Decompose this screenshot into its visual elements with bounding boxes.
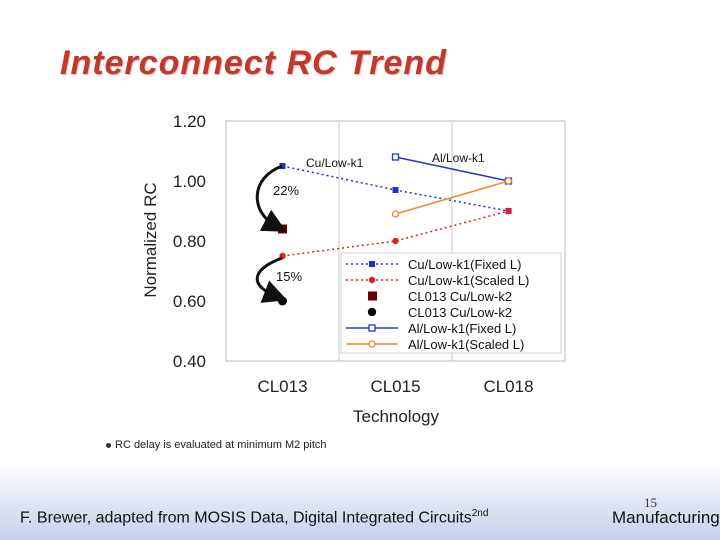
legend-swatch-marker (368, 276, 376, 284)
y-tick-label: 1.00 (173, 172, 206, 191)
legend-label: Al/Low-k1(Scaled L) (408, 337, 524, 352)
series-line (395, 180, 509, 215)
data-point (505, 207, 512, 215)
x-tick-label: CL015 (370, 377, 420, 396)
x-tick-label: CL018 (483, 377, 533, 396)
footer-band (0, 462, 720, 540)
legend-swatch-marker (368, 340, 376, 348)
legend-swatch-marker (368, 324, 376, 332)
annotation-22-percent: 22% (273, 183, 299, 198)
x-axis-label: Technology (353, 407, 440, 426)
data-point (392, 187, 399, 193)
series-line (395, 156, 509, 182)
legend-label: CL013 Cu/Low-k2 (408, 289, 512, 304)
slide-title: Interconnect RC Trend (60, 44, 447, 82)
y-tick-label: 0.80 (173, 232, 206, 251)
reduction-arrow-22 (255, 164, 287, 232)
data-point (279, 163, 286, 169)
y-tick-label: 0.60 (173, 292, 206, 311)
legend-swatch-marker (369, 261, 375, 267)
legend-label: CL013 Cu/Low-k2 (408, 305, 512, 320)
y-axis-label: Normalized RC (141, 182, 160, 297)
x-tick-label: CL013 (257, 377, 307, 396)
y-tick-label: 0.40 (173, 352, 206, 371)
reduction-arrow-15 (255, 256, 288, 303)
series-line (282, 210, 509, 257)
legend-swatch-marker (368, 291, 377, 301)
data-point (278, 224, 287, 234)
legend-label: Al/Low-k1(Fixed L) (408, 321, 516, 336)
chart-footnote: RC delay is evaluated at minimum M2 pitc… (106, 439, 327, 451)
footer-credit-edition: 2nd (471, 508, 489, 519)
data-point (504, 177, 513, 185)
legend-swatch-marker (367, 307, 377, 317)
footer-credit-text: F. Brewer, adapted from MOSIS Data, Digi… (20, 509, 472, 527)
legend-box (340, 252, 562, 354)
data-point (391, 153, 400, 161)
data-point (278, 296, 287, 306)
annotation-15-percent: 15% (276, 269, 302, 284)
y-tick-label: 1.20 (173, 112, 206, 131)
legend-label: Cu/Low-k1(Scaled L) (408, 273, 529, 288)
legend-label: Cu/Low-k1(Fixed L) (408, 257, 521, 272)
bullet-icon (106, 442, 111, 448)
data-point (392, 237, 399, 245)
footer-credit: F. Brewer, adapted from MOSIS Data, Digi… (20, 508, 488, 527)
footer-section-name: Manufacturing (612, 508, 720, 527)
annotation-cu-low-k1: Cu/Low-k1 (306, 156, 364, 170)
page-number: 15 (644, 495, 657, 510)
annotation-al-low-k1: Al/Low-k1 (432, 151, 485, 165)
data-point (391, 210, 400, 218)
chart-legend: Cu/Low-k1(Fixed L)Cu/Low-k1(Scaled L)CL0… (340, 252, 562, 354)
footnote-text: RC delay is evaluated at minimum M2 pitc… (115, 439, 327, 451)
